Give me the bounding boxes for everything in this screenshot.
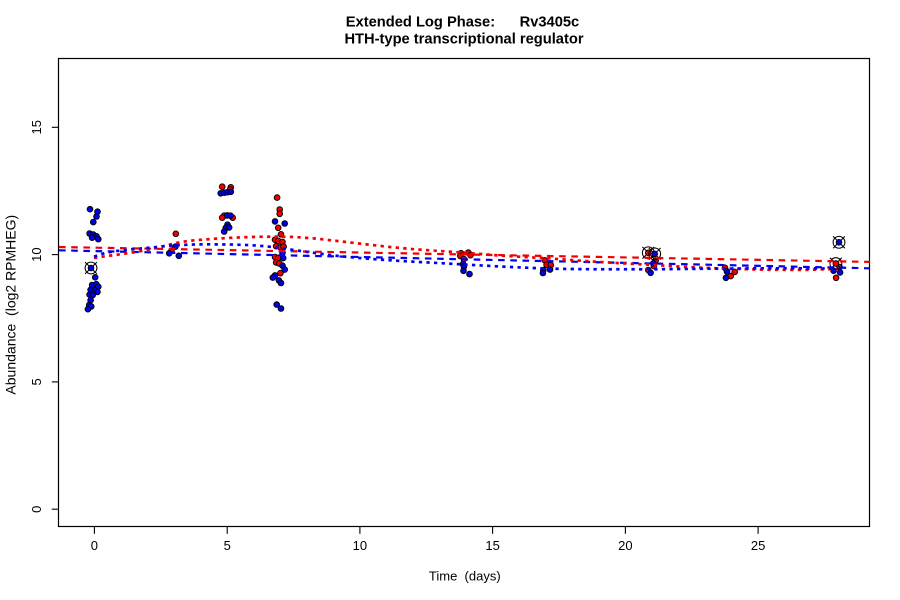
svg-text:10: 10 — [353, 538, 367, 553]
svg-text:Time (days): Time (days) — [429, 569, 501, 584]
svg-text:HTH-type transcriptional regul: HTH-type transcriptional regulator — [344, 32, 583, 48]
svg-text:0: 0 — [91, 538, 98, 553]
svg-text:15: 15 — [29, 120, 44, 134]
svg-text:15: 15 — [485, 538, 499, 553]
svg-text:5: 5 — [224, 538, 231, 553]
svg-text:5: 5 — [29, 378, 44, 385]
svg-text:Abundance (log2 RPMHEG): Abundance (log2 RPMHEG) — [3, 215, 19, 395]
svg-text:0: 0 — [29, 506, 44, 513]
svg-text:10: 10 — [29, 247, 44, 261]
svg-text:20: 20 — [618, 538, 632, 553]
svg-text:Extended Log Phase: Rv340: Extended Log Phase: Rv3405c — [346, 15, 579, 31]
svg-text:25: 25 — [751, 538, 765, 553]
